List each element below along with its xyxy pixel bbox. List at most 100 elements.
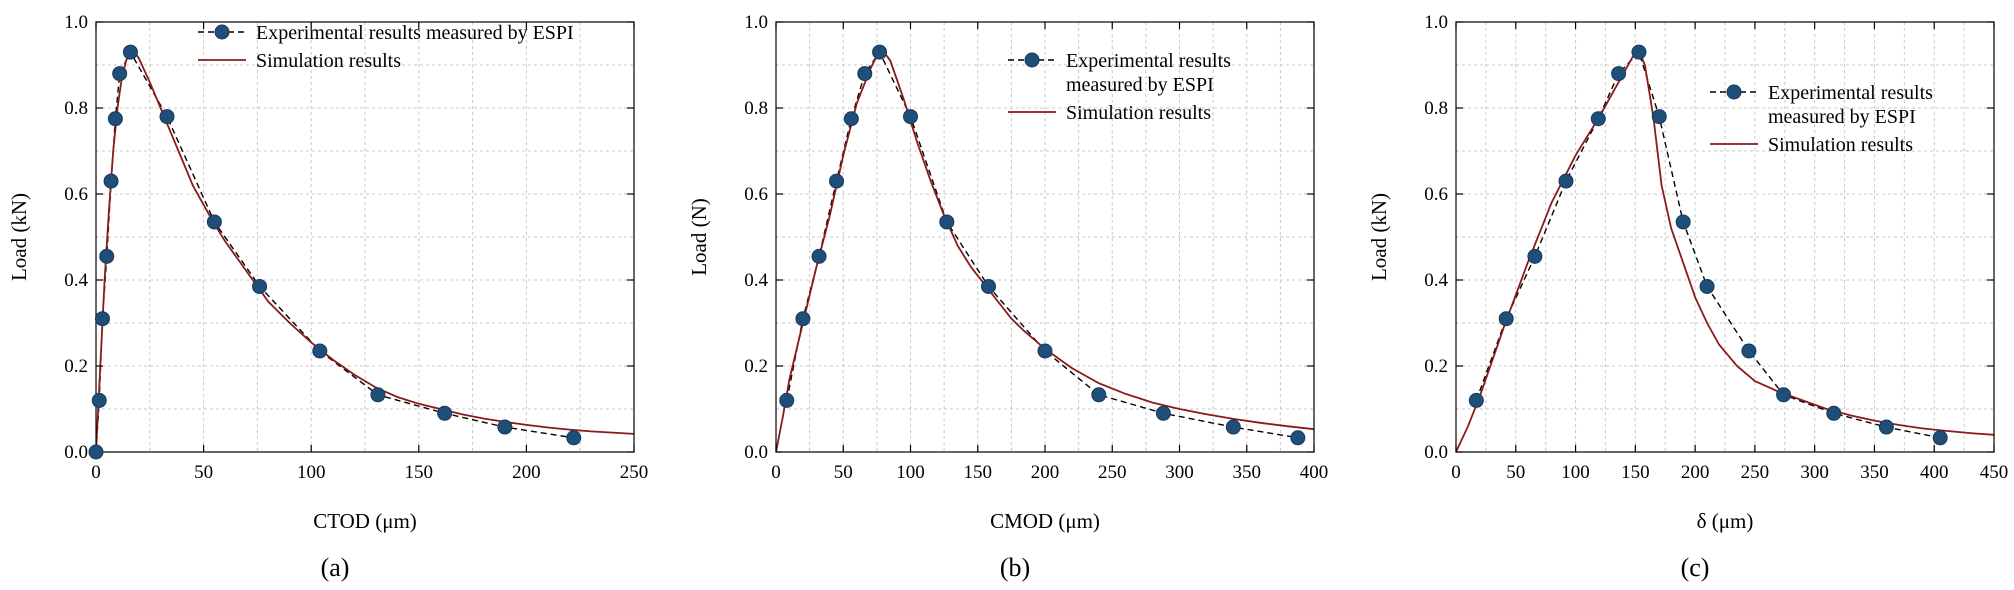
- x-tick-label: 100: [297, 462, 326, 483]
- y-axis-label: Load (kN): [1367, 193, 1391, 281]
- data-point: [1932, 430, 1948, 446]
- x-tick-label: 150: [1621, 462, 1650, 483]
- legend: Experimental results measured by ESPI Simu…: [1710, 82, 1933, 156]
- x-tick-label: 100: [1561, 462, 1590, 483]
- x-tick-label: 150: [405, 462, 434, 483]
- legend-label-experimental: Experimental results measured by ESPI: [256, 22, 574, 44]
- data-point: [1651, 109, 1667, 125]
- y-tick-label: 0.0: [1424, 442, 1448, 463]
- legend-label-experimental: Experimental results measured by ESPI: [1768, 82, 1933, 128]
- data-point: [981, 278, 997, 294]
- data-point: [91, 392, 107, 408]
- x-tick-label: 300: [1165, 462, 1194, 483]
- data-point: [795, 311, 811, 327]
- data-point: [1091, 387, 1107, 403]
- y-tick-label: 0.4: [1424, 270, 1448, 291]
- x-tick-label: 0: [91, 462, 101, 483]
- legend-marker-experimental: [1024, 52, 1040, 68]
- panel-label: (c): [1681, 553, 1710, 582]
- legend-label-simulation: Simulation results: [256, 50, 401, 72]
- y-tick-label: 0.8: [1424, 98, 1448, 119]
- data-point: [1878, 419, 1894, 435]
- data-point: [94, 311, 110, 327]
- y-tick-label: 0.4: [64, 270, 88, 291]
- x-tick-label: 400: [1300, 462, 1329, 483]
- x-tick-label: 350: [1860, 462, 1889, 483]
- y-tick-label: 0.0: [744, 442, 768, 463]
- data-point: [1631, 44, 1647, 60]
- chart-panel-a: 0 50 100 150 200 250 0.0 0.2 0.4 0.6 0.8 1.0 CTOD (…: [7, 12, 648, 582]
- y-tick-label: 0.2: [1424, 356, 1448, 377]
- x-tick-label: 400: [1920, 462, 1949, 483]
- data-point: [872, 44, 888, 60]
- x-tick-label: 200: [512, 462, 541, 483]
- data-point: [939, 214, 955, 230]
- legend: Experimental results measured by ESPI Simu…: [1008, 50, 1231, 124]
- data-point: [1611, 66, 1627, 82]
- y-tick-label: 1.0: [1424, 12, 1448, 33]
- y-tick-label: 0.6: [64, 184, 88, 205]
- data-point: [1699, 278, 1715, 294]
- data-point: [1155, 405, 1171, 421]
- chart-panel-b: 0 50 100 150 200 250 300 350 400 0.0 0.2 0.4 0.6 0.8 1…: [687, 12, 1328, 582]
- plot-frame: [1455, 21, 1995, 453]
- x-tick-label: 250: [1741, 462, 1770, 483]
- data-point: [1225, 419, 1241, 435]
- data-point: [1468, 392, 1484, 408]
- y-tick-label: 1.0: [744, 12, 768, 33]
- legend: Experimental results measured by ESPI Sim…: [198, 22, 574, 72]
- data-point: [1776, 387, 1792, 403]
- y-axis-label: Load (kN): [7, 193, 31, 281]
- data-point: [1037, 343, 1053, 359]
- data-point: [370, 387, 386, 403]
- x-tick-label: 0: [1451, 462, 1461, 483]
- legend-label-simulation: Simulation results: [1768, 134, 1913, 156]
- y-tick-label: 1.0: [64, 12, 88, 33]
- data-point: [107, 111, 123, 127]
- x-axis-label: δ (μm): [1697, 509, 1754, 533]
- data-point: [1590, 111, 1606, 127]
- y-tick-label: 0.4: [744, 270, 768, 291]
- data-point: [99, 248, 115, 264]
- legend-label-experimental: Experimental results measured by ESPI: [1066, 50, 1231, 96]
- x-axis-label: CTOD (μm): [313, 509, 417, 533]
- data-point: [122, 44, 138, 60]
- x-tick-label: 0: [771, 462, 781, 483]
- data-point: [112, 66, 128, 82]
- data-point: [252, 278, 268, 294]
- y-tick-label: 0.8: [64, 98, 88, 119]
- y-tick-label: 0.6: [1424, 184, 1448, 205]
- data-point: [857, 66, 873, 82]
- x-axis-label: CMOD (μm): [990, 509, 1100, 533]
- series-line-simulation: [1456, 45, 1994, 452]
- y-tick-label: 0.2: [744, 356, 768, 377]
- series-line-simulation: [776, 46, 1314, 452]
- x-tick-label: 250: [1098, 462, 1127, 483]
- chart-panel-c: 0 50 100 150 200 250 300 350 400 450 0.0 0.2 0.4 0.6 0…: [1367, 12, 2008, 582]
- y-tick-label: 0.2: [64, 356, 88, 377]
- x-tick-label: 250: [620, 462, 649, 483]
- x-tick-label: 100: [896, 462, 925, 483]
- x-tick-label: 200: [1681, 462, 1710, 483]
- data-point: [1741, 343, 1757, 359]
- plot-frame: [95, 21, 635, 453]
- data-point: [903, 109, 918, 125]
- panel-label: (b): [1000, 553, 1030, 582]
- data-point: [312, 343, 328, 359]
- panel-label: (a): [321, 553, 350, 582]
- x-tick-label: 150: [964, 462, 993, 483]
- data-point: [103, 173, 119, 189]
- data-point: [206, 214, 222, 230]
- data-point: [497, 419, 513, 435]
- x-tick-label: 350: [1233, 462, 1262, 483]
- data-point: [566, 430, 582, 446]
- x-tick-label: 450: [1980, 462, 2009, 483]
- y-tick-label: 0.0: [64, 442, 88, 463]
- data-point: [779, 392, 795, 408]
- y-axis-label: Load (N): [687, 198, 711, 276]
- x-tick-label: 300: [1800, 462, 1829, 483]
- data-point: [1558, 173, 1574, 189]
- data-point: [843, 111, 859, 127]
- data-point: [437, 405, 453, 421]
